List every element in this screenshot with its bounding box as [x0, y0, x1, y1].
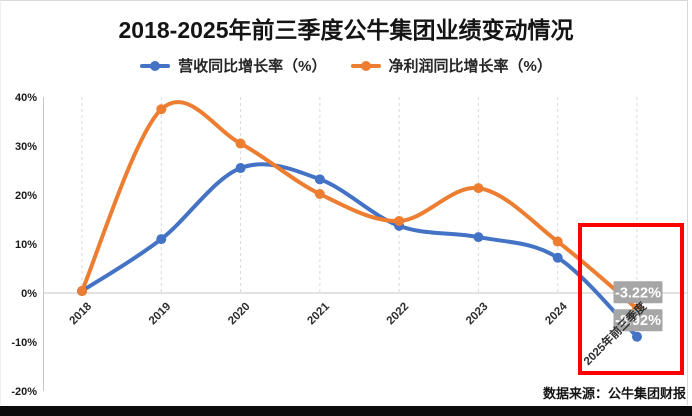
highlight-red-box [578, 223, 684, 375]
revenue-growth-point-2023 [473, 232, 484, 243]
chart-legend: 营收同比增长率（%） 净利润同比增长率（%） [0, 55, 692, 76]
legend-item-net-profit: 净利润同比增长率（%） [350, 55, 552, 76]
data-label-text: -8.92% [615, 313, 661, 329]
net-profit-growth-point-2020 [235, 138, 246, 149]
x-axis-label-2021: 2021 [305, 300, 332, 327]
x-axis-label-2020: 2020 [226, 301, 253, 328]
data-source-note: 数据来源：公牛集团财报 [542, 386, 686, 401]
data-label-box [613, 309, 663, 332]
net-profit-growth-point-2018 [77, 286, 87, 297]
revenue-growth-point-2019 [156, 234, 167, 245]
y-tick-label: 40% [15, 92, 37, 104]
legend-label-revenue: 营收同比增长率（%） [178, 58, 327, 75]
y-tick-label: 10% [15, 239, 37, 251]
revenue-growth-point-2021 [314, 174, 325, 185]
y-tick-label: 20% [15, 190, 37, 202]
net-profit-dot-icon [360, 60, 371, 71]
chart-title: 2018-2025年前三季度公牛集团业绩变动情况 [118, 17, 574, 43]
revenue-line-marker-icon [140, 60, 171, 71]
x-axis-label-2018: 2018 [68, 300, 95, 327]
net-profit-growth-point-2024 [552, 236, 563, 247]
net-profit-line-marker-icon [350, 60, 381, 71]
x-axis-label-2019: 2019 [147, 301, 174, 328]
legend-item-revenue: 营收同比增长率（%） [140, 55, 327, 76]
y-tick-label: 30% [15, 141, 37, 153]
x-axis-label-2022: 2022 [385, 301, 412, 328]
y-tick-label: -20% [11, 386, 37, 398]
data-label-text: -3.22% [615, 285, 661, 301]
y-tick-label: 0% [21, 288, 37, 300]
y-tick-label: -10% [11, 337, 37, 349]
revenue-growth-point-2025年前三季度 [631, 331, 642, 342]
net-profit-growth-point-2019 [156, 104, 167, 115]
net-profit-growth-point-2021 [314, 189, 325, 200]
data-label-box [613, 281, 663, 304]
x-axis-label-2024: 2024 [543, 300, 570, 327]
legend-label-net-profit: 净利润同比增长率（%） [388, 58, 552, 75]
bottom-edge-bar [0, 406, 692, 416]
net-profit-growth-point-2023 [473, 183, 484, 194]
net-profit-growth-line [80, 100, 639, 311]
x-axis-label-2023: 2023 [464, 301, 491, 328]
net-profit-growth-point-2022 [394, 215, 405, 226]
revenue-growth-point-2020 [235, 163, 246, 174]
revenue-growth-point-2024 [552, 252, 563, 263]
revenue-dot-icon [150, 60, 161, 71]
